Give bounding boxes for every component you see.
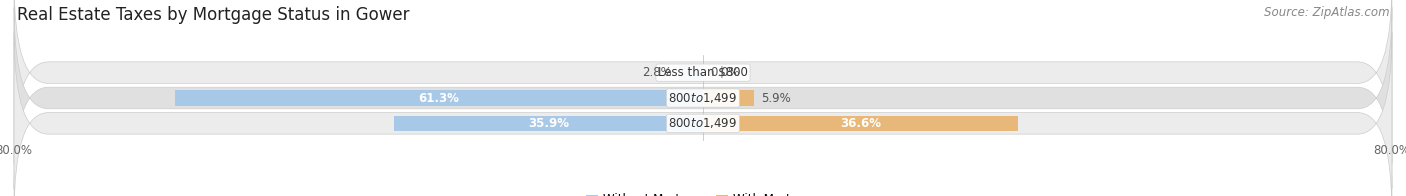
Text: 35.9%: 35.9%: [527, 117, 569, 130]
Text: Real Estate Taxes by Mortgage Status in Gower: Real Estate Taxes by Mortgage Status in …: [17, 6, 409, 24]
Text: 36.6%: 36.6%: [841, 117, 882, 130]
Text: $800 to $1,499: $800 to $1,499: [668, 116, 738, 130]
Bar: [394, 115, 703, 131]
Text: $800 to $1,499: $800 to $1,499: [668, 91, 738, 105]
Bar: [703, 90, 754, 106]
Bar: [176, 90, 703, 106]
Text: 5.9%: 5.9%: [761, 92, 790, 104]
Bar: [679, 65, 703, 81]
Text: 2.8%: 2.8%: [643, 66, 672, 79]
Text: Source: ZipAtlas.com: Source: ZipAtlas.com: [1264, 6, 1389, 19]
Legend: Without Mortgage, With Mortgage: Without Mortgage, With Mortgage: [581, 189, 825, 196]
Text: 61.3%: 61.3%: [419, 92, 460, 104]
FancyBboxPatch shape: [14, 7, 1392, 189]
FancyBboxPatch shape: [14, 33, 1392, 196]
Text: Less than $800: Less than $800: [658, 66, 748, 79]
FancyBboxPatch shape: [14, 0, 1392, 163]
Bar: [703, 115, 1018, 131]
Text: 0.0%: 0.0%: [710, 66, 740, 79]
